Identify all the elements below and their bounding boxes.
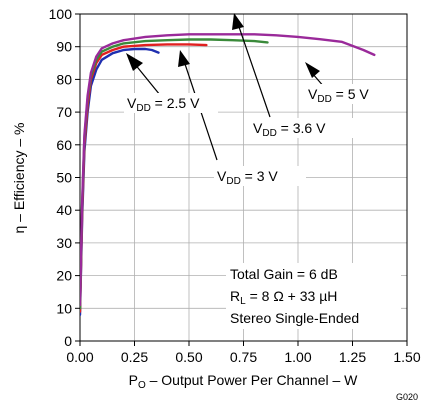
y-tick-label: 90 (56, 39, 72, 55)
arrow-2p5-head (126, 53, 143, 71)
series-layer (80, 33, 376, 316)
y-axis-title: η – Efficiency – % (11, 122, 27, 233)
figure-id: G020 (396, 392, 418, 402)
arrow-36-shaft (237, 23, 271, 118)
series-callouts: VDD = 2.5 V VDD = 3 V VDD = 3.6 V VDD = … (124, 84, 387, 187)
y-tick-label: 100 (49, 6, 73, 22)
x-tick-label: 0.75 (230, 349, 257, 365)
y-tick-label: 40 (56, 202, 72, 218)
x-axis: 0.00 0.25 0.50 0.75 1.00 1.25 1.50 (66, 341, 421, 365)
series-line-v-dd-5-v (80, 33, 376, 307)
condition-config: Stereo Single-Ended (230, 310, 359, 326)
test-conditions: Total Gain = 6 dB RL = 8 Ω + 33 µH Stere… (226, 263, 401, 329)
x-tick-label: 0.00 (66, 349, 93, 365)
x-tick-label: 1.25 (339, 349, 366, 365)
x-axis-title: PO – Output Power Per Channel – W (129, 372, 359, 391)
callout-vdd-3p6: VDD = 3.6 V (253, 120, 326, 139)
conditions-bg (226, 263, 401, 329)
y-tick-label: 50 (56, 170, 72, 186)
callout-vdd-3: VDD = 3 V (217, 168, 278, 187)
arrow-3-head (178, 50, 190, 67)
arrow-5-head (305, 62, 320, 78)
callout-vdd-2p5: VDD = 2.5 V (127, 95, 200, 114)
condition-gain: Total Gain = 6 dB (230, 266, 338, 282)
callout-vdd-5: VDD = 5 V (308, 86, 369, 105)
plot-frame (79, 13, 408, 342)
ann-36-bg (250, 118, 354, 138)
x-tick-label: 1.50 (393, 349, 420, 365)
x-tick-label: 0.50 (175, 349, 202, 365)
arrow-36-head (232, 13, 244, 30)
y-axis: 0 10 20 30 40 50 60 70 80 90 100 (49, 6, 80, 349)
y-tick-label: 0 (64, 333, 72, 349)
y-tick-label: 30 (56, 235, 72, 251)
arrow-2p5-shaft (133, 62, 161, 96)
x-tick-label: 1.00 (284, 349, 311, 365)
ann-5-bg (305, 84, 387, 104)
y-tick-label: 70 (56, 104, 72, 120)
y-tick-label: 60 (56, 137, 72, 153)
series-line-v-dd-3-v (80, 43, 208, 313)
y-tick-label: 20 (56, 268, 72, 284)
ann-2p5-bg (124, 93, 218, 113)
condition-load: RL = 8 Ω + 33 µH (230, 288, 337, 307)
series-line-v-dd-2-5-v (80, 47, 160, 316)
y-tick-label: 10 (56, 300, 72, 316)
y-tick-label: 80 (56, 71, 72, 87)
x-tick-label: 0.25 (121, 349, 148, 365)
ann-3-bg (214, 166, 306, 186)
